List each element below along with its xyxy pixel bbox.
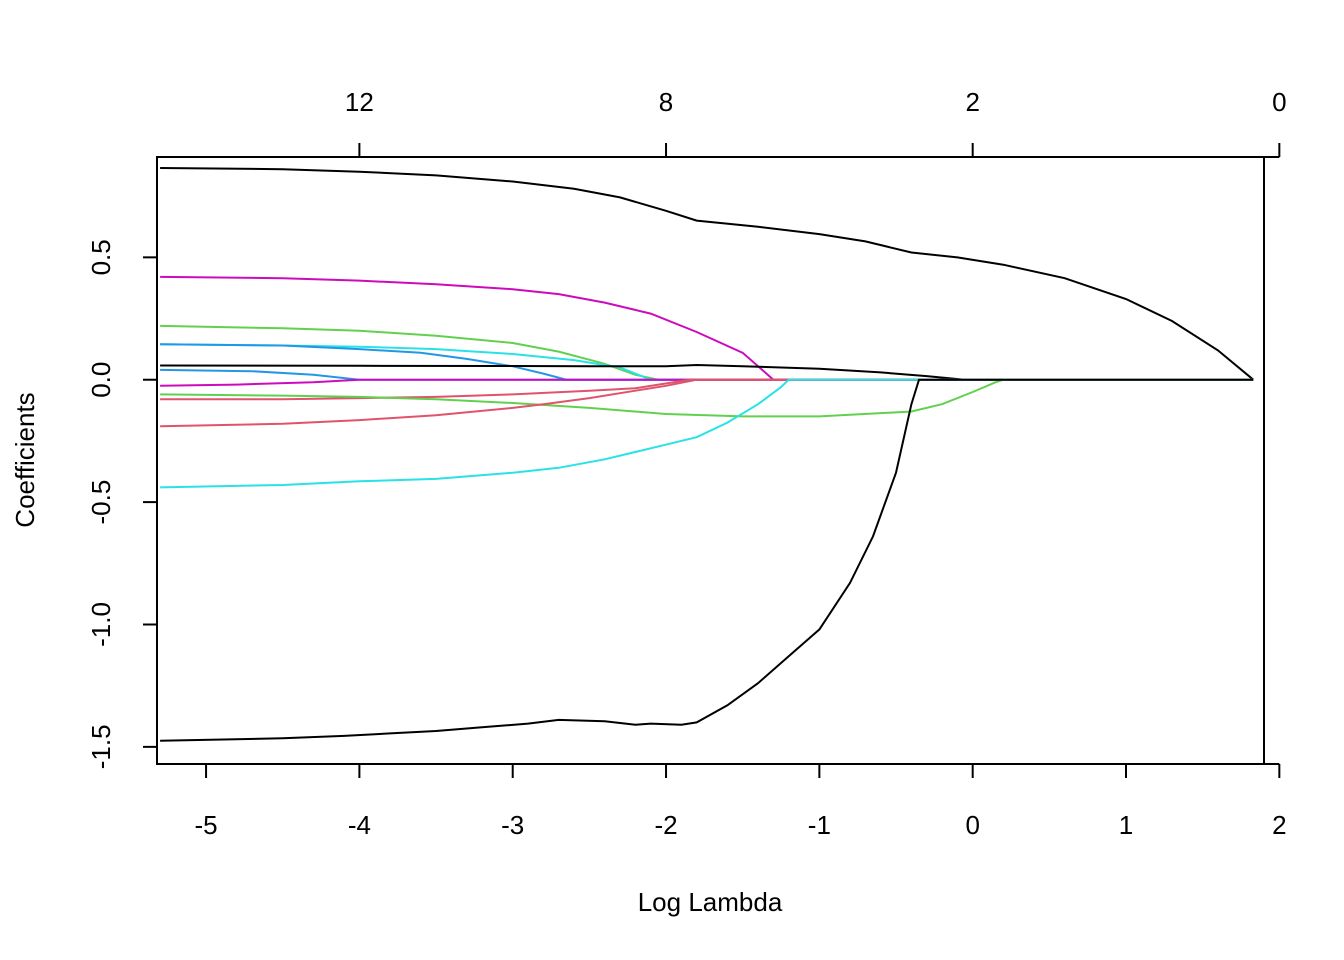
x-tick-label: -1 (808, 810, 831, 840)
x-tick-label: 2 (1272, 810, 1286, 840)
y-tick-label: -1.0 (86, 602, 116, 647)
coefficient-line-8 (160, 378, 1254, 387)
y-axis: -1.5 -1.0 -0.5 0.0 0.5 (86, 239, 158, 769)
y-axis-title: Coefficients (10, 392, 40, 527)
top-tick-label: 8 (659, 87, 673, 117)
coefficient-line-2 (160, 275, 1254, 381)
y-tick-label: 0.0 (86, 362, 116, 398)
top-axis-nonzero-count: 12 8 2 0 (345, 87, 1287, 158)
x-tick-label: -3 (501, 810, 524, 840)
coefficient-line-13 (160, 378, 1254, 742)
coefficient-series-group (160, 167, 1254, 742)
x-tick-label: -5 (195, 810, 218, 840)
x-axis: -5 -4 -3 -2 -1 0 1 2 (195, 763, 1287, 840)
coefficient-line-10 (160, 378, 1254, 418)
top-tick-label: 12 (345, 87, 374, 117)
y-tick-label: -0.5 (86, 480, 116, 525)
x-tick-label: -2 (654, 810, 677, 840)
y-tick-label: -1.5 (86, 724, 116, 769)
coefficient-line-11 (160, 378, 1254, 428)
x-tick-label: -4 (348, 810, 371, 840)
coefficient-line-6 (160, 363, 1254, 381)
top-tick-label: 0 (1272, 87, 1286, 117)
coefficient-line-5 (160, 343, 1254, 381)
top-tick-label: 2 (965, 87, 979, 117)
y-tick-label: 0.5 (86, 239, 116, 275)
coefficient-line-1 (160, 167, 1254, 381)
x-axis-title: Log Lambda (638, 887, 783, 917)
coefficient-line-9 (160, 378, 1254, 401)
x-tick-label: 0 (965, 810, 979, 840)
x-tick-label: 1 (1119, 810, 1133, 840)
coefficient-line-12 (160, 378, 1254, 489)
